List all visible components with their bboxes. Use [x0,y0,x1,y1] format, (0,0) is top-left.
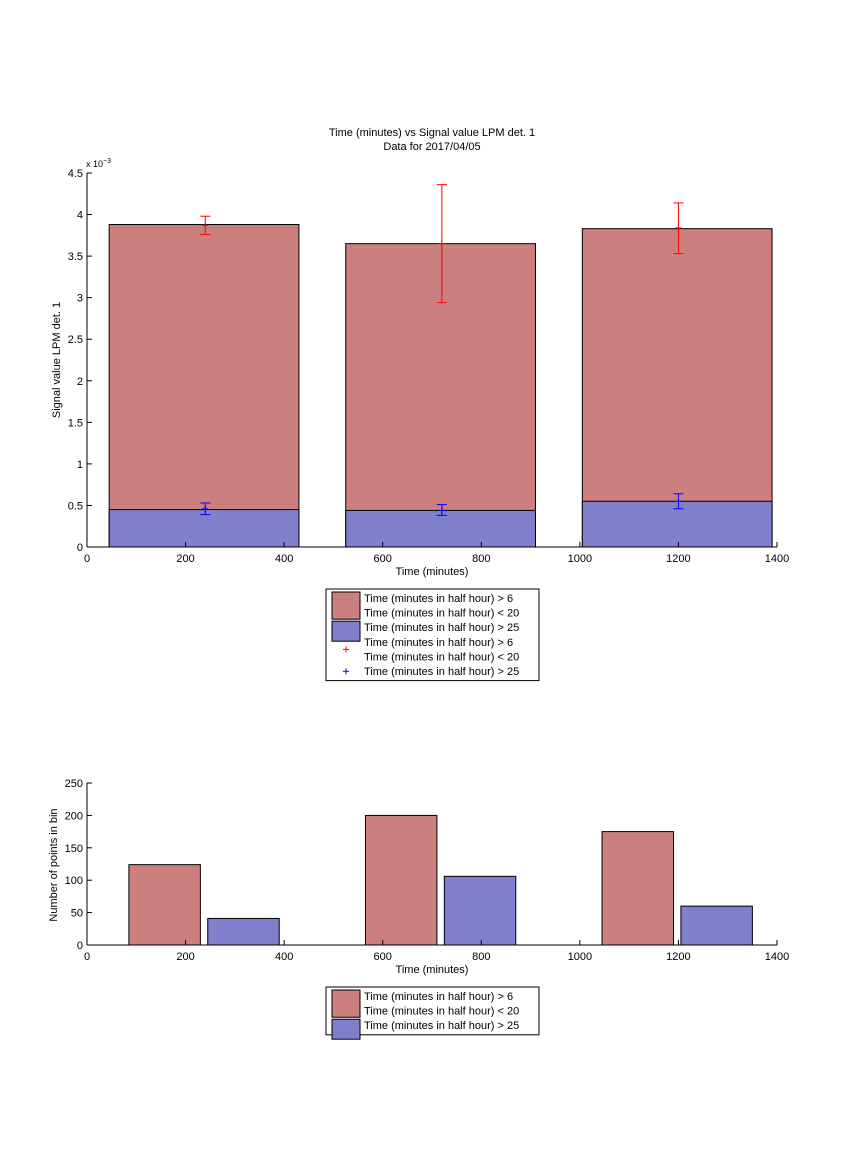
x-tick-label: 1400 [765,553,789,565]
x-tick-label: 0 [84,553,90,565]
y-tick-label: 250 [65,778,83,790]
x-tick-label: 400 [275,553,293,565]
bar [601,831,674,946]
y-tick-label: 0.5 [68,500,83,512]
y-tick-label: 1 [77,459,83,471]
points-per-bin-chart: 0 200 400 600 800 1000 1200 1400 0 50 100 150 200 250… [48,778,790,1040]
bar [108,509,300,548]
x-tick-label: 800 [472,553,490,565]
legend-box [325,588,540,682]
x-tick-label: 800 [472,951,490,963]
y-tick-label: 3 [77,293,83,305]
y-tick-label: 0 [77,940,83,952]
x-tick-label: 1400 [765,951,789,963]
x-axis-label: Time (minutes) [396,566,469,578]
y-exponent-power: −3 [103,158,111,165]
legend-box [325,986,540,1036]
legend-patch [331,591,361,620]
legend-label: Time (minutes in half hour) < 20 [364,1006,519,1018]
x-tick-label: 1200 [666,553,690,565]
legend-patch [331,989,361,1018]
chart-title: Time (minutes) vs Signal value LPM det. … [329,127,535,139]
legend: Time (minutes in half hour) > 6 Time (min… [325,588,540,682]
bar [581,500,773,548]
y-tick-label: 150 [65,843,83,855]
bar [345,243,536,548]
chart-subtitle: Data for 2017/04/05 [383,141,480,153]
y-tick-label: 100 [65,875,83,887]
legend-label: Time (minutes in half hour) < 20 [364,651,519,663]
x-tick-label: 0 [84,951,90,963]
x-tick-label: 400 [275,951,293,963]
y-tick-label: 4.5 [68,168,83,180]
legend-label: Time (minutes in half hour) < 20 [364,608,519,620]
x-tick-label: 200 [176,553,194,565]
bar [680,905,753,946]
x-tick-label: 1200 [666,951,690,963]
x-axis-label: Time (minutes) [396,964,469,976]
x-tick-label: 600 [374,553,392,565]
y-tick-label: 2 [77,376,83,388]
legend-label: Time (minutes in half hour) > 6 [364,637,513,649]
legend-label: Time (minutes in half hour) > 25 [364,1020,519,1032]
y-tick-label: 0 [77,542,83,554]
plot-area: 0 200 400 600 800 1000 1200 1400 0 50 100 150 200 250 [65,778,790,963]
y-axis-label: Signal value LPM det. 1 [51,302,63,418]
legend: Time (minutes in half hour) > 6 Time (min… [325,986,540,1040]
bar [443,875,517,946]
bar [581,228,773,548]
legend-label: Time (minutes in half hour) > 6 [364,593,513,605]
y-tick-label: 2.5 [68,334,83,346]
bar [108,224,300,548]
x-tick-label: 1000 [568,951,592,963]
plot-area: 0 200 400 600 800 1000 1200 1400 0 0.5 1 1.5 2 2.5 3 3.… [68,168,790,565]
x-tick-label: 600 [374,951,392,963]
legend-patch [331,1018,361,1040]
signal-value-chart: Time (minutes) vs Signal value LPM det. … [51,127,790,682]
x-tick-label: 1000 [568,553,592,565]
bar [128,864,201,946]
bar [345,509,536,548]
y-tick-label: 50 [71,908,83,920]
bar [207,917,280,946]
y-tick-label: 200 [65,810,83,822]
legend-patch [331,620,361,642]
legend-label: Time (minutes in half hour) > 25 [364,622,519,634]
x-tick-label: 200 [176,951,194,963]
bar [364,814,438,946]
y-exponent-label: x 10−3 [86,158,111,169]
y-axis-label: Number of points in bin [48,808,60,921]
y-tick-label: 4 [77,210,83,222]
y-tick-label: 1.5 [68,417,83,429]
legend-label: Time (minutes in half hour) > 25 [364,666,519,678]
y-exponent-base: x 10 [86,159,103,169]
y-tick-label: 3.5 [68,251,83,263]
legend-label: Time (minutes in half hour) > 6 [364,991,513,1003]
